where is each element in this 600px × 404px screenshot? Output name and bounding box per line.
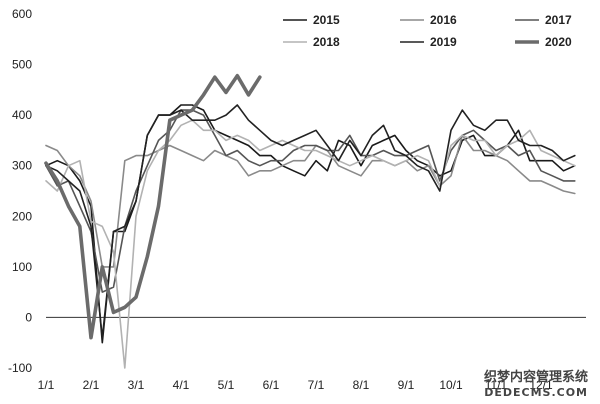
x-axis-labels: 1/1 2/1 3/1 4/1 5/1 6/1 7/1 8/1 9/1 10/1 11/1 12/1 — [38, 378, 553, 392]
x-tick-label: 2/1 — [83, 378, 100, 392]
x-tick-label: 10/1 — [439, 378, 463, 392]
y-tick-label: 600 — [12, 7, 32, 21]
y-tick-label: 300 — [12, 159, 32, 173]
y-tick-label: 0 — [25, 310, 32, 324]
x-tick-label: 9/1 — [398, 378, 415, 392]
y-axis-labels: -100 0 100 200 300 400 500 600 — [8, 7, 32, 375]
y-tick-label: 400 — [12, 108, 32, 122]
x-tick-label: 11/1 — [485, 378, 508, 392]
x-tick-label: 7/1 — [308, 378, 325, 392]
series-line-2018 — [45, 119, 576, 369]
x-tick-label: 3/1 — [128, 378, 145, 392]
y-tick-label: 200 — [12, 209, 32, 223]
legend: 2015 2016 2017 2018 2019 2020 — [283, 13, 572, 49]
x-tick-label: 6/1 — [263, 378, 280, 392]
watermark: 织梦内容管理系统 DEDECMS.COM — [484, 369, 588, 399]
series-line-2020 — [44, 73, 262, 340]
series-line-2017 — [45, 109, 576, 293]
watermark-line1: 织梦内容管理系统 — [484, 369, 588, 385]
y-tick-label: -100 — [8, 361, 32, 375]
legend-label-2018: 2018 — [313, 35, 340, 49]
y-tick-label: 100 — [12, 260, 32, 274]
legend-label-2019: 2019 — [430, 35, 457, 49]
legend-label-2020: 2020 — [545, 35, 572, 49]
x-tick-label: 1/1 — [38, 378, 55, 392]
series-line-2016 — [45, 134, 576, 268]
y-tick-label: 500 — [12, 58, 32, 72]
x-tick-label: 4/1 — [173, 378, 190, 392]
watermark-line2: DEDECMS.COM — [484, 386, 588, 399]
series-lines — [44, 73, 576, 369]
legend-label-2015: 2015 — [313, 13, 340, 27]
x-tick-label: 5/1 — [218, 378, 235, 392]
x-tick-label: 12/1 — [529, 378, 553, 392]
series-line-2019 — [45, 104, 576, 339]
legend-label-2017: 2017 — [545, 13, 572, 27]
legend-label-2016: 2016 — [430, 13, 457, 27]
x-tick-label: 8/1 — [353, 378, 370, 392]
